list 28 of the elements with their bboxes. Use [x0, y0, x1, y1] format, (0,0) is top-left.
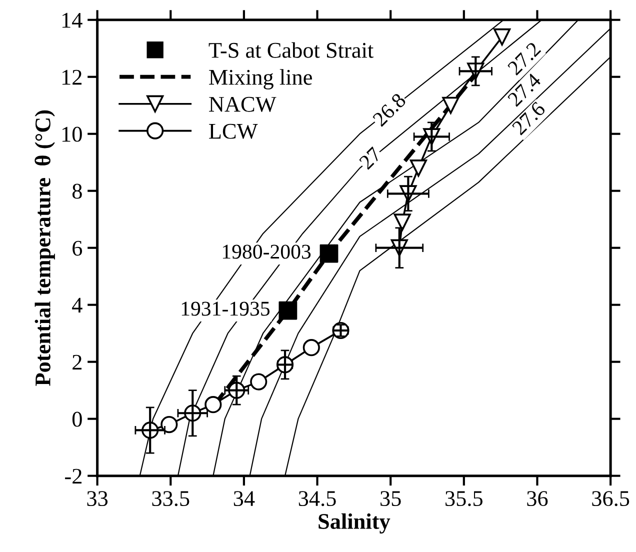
- y-tick-label: 0: [72, 412, 82, 427]
- y-tick-label: 4: [72, 298, 82, 313]
- legend-label: T-S at Cabot Strait: [208, 42, 374, 58]
- x-axis-title: Salinity: [318, 513, 390, 534]
- x-tick-label: 36: [527, 491, 548, 506]
- y-tick-label: -2: [65, 468, 82, 484]
- x-tick-label: 34: [234, 491, 255, 506]
- x-tick-label: 35: [380, 491, 401, 506]
- x-tick-label: 34.5: [298, 491, 336, 506]
- y-tick-label: 10: [62, 126, 82, 142]
- x-tick-label: 35.5: [446, 491, 482, 506]
- annotation: 26.8: [372, 92, 407, 128]
- annotation: 1931-1935: [182, 302, 270, 316]
- x-tick-label: 36.5: [592, 491, 630, 506]
- x-tick-label: 33: [87, 491, 108, 506]
- y-tick-label: 6: [72, 240, 82, 256]
- y-tick-label: 2: [72, 354, 82, 370]
- legend-label: Mixing line: [209, 69, 312, 90]
- annotation: 27.2: [507, 41, 542, 76]
- y-tick-label: 14: [62, 12, 82, 28]
- y-axis-title: Potential temperature θ (°C): [34, 110, 55, 386]
- legend-label: LCW: [209, 124, 258, 139]
- x-tick-label: 33.5: [152, 491, 190, 506]
- legend-label: NACW: [209, 96, 276, 112]
- y-tick-label: 8: [72, 184, 82, 199]
- y-tick-label: 12: [62, 70, 82, 85]
- annotation: 1980-2003: [222, 244, 311, 259]
- annotation: 27: [358, 146, 382, 170]
